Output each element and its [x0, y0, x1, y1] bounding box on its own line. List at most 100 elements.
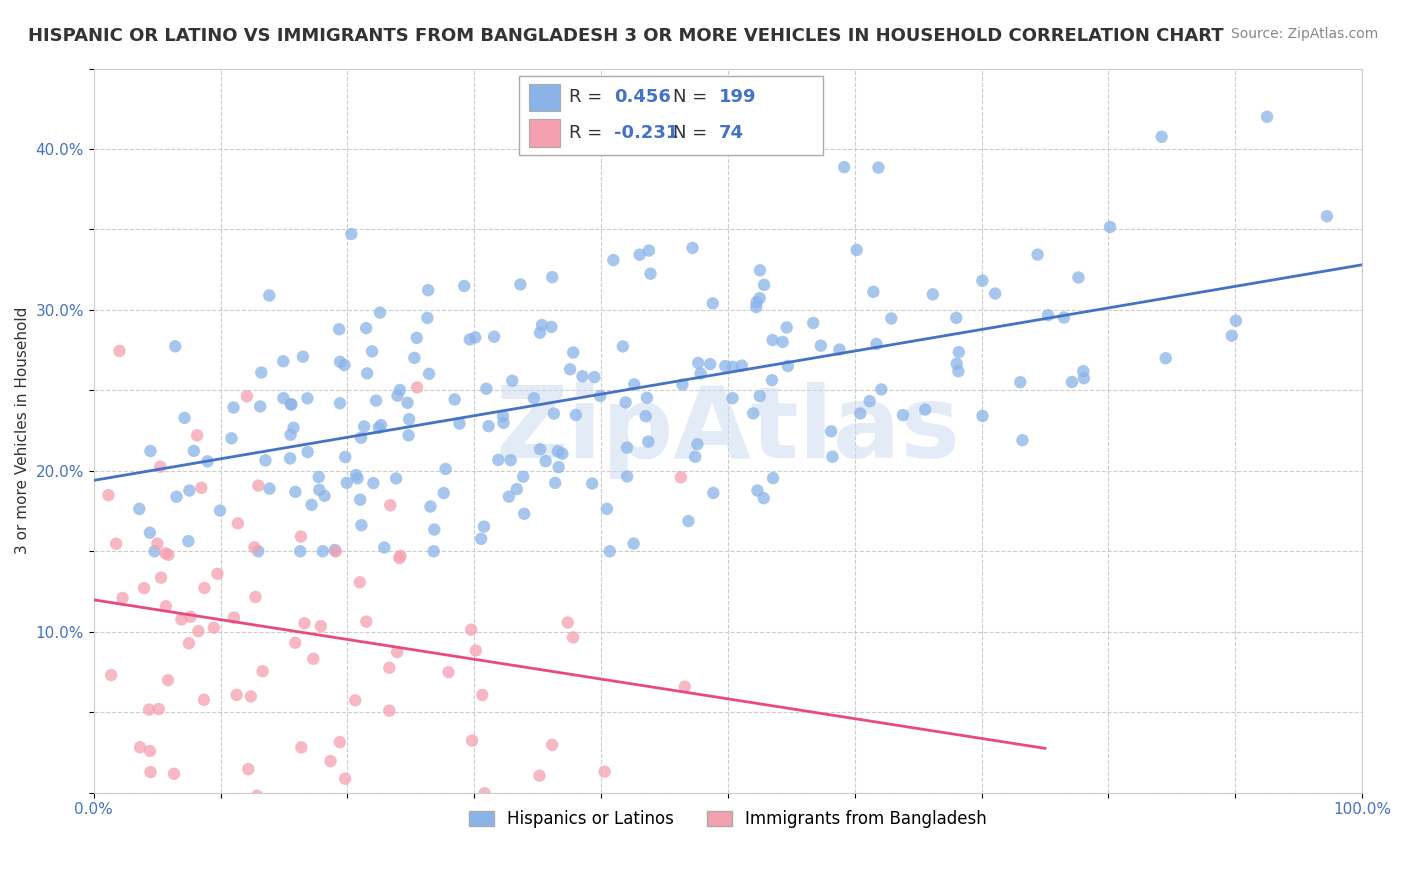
Point [471, 688, 494, 702]
Point [498, 490, 520, 504]
Point [139, 444, 162, 458]
Point [748, 263, 770, 277]
Point [565, 408, 588, 422]
Point [111, 591, 134, 605]
Point [378, 704, 401, 718]
Point [186, 428, 208, 442]
Point [284, 636, 307, 650]
Point [529, 442, 551, 457]
Point [226, 516, 249, 531]
Point [222, 610, 245, 624]
Point [477, 419, 499, 434]
Point [302, 652, 325, 666]
Point [387, 389, 409, 403]
Point [914, 402, 936, 417]
Point [1225, 314, 1247, 328]
Point [562, 631, 585, 645]
Point [474, 786, 496, 800]
Point [820, 425, 842, 439]
Point [449, 417, 471, 431]
Point [406, 380, 429, 394]
Point [146, 536, 169, 550]
Point [948, 364, 970, 378]
Point [108, 343, 131, 358]
Point [128, 502, 150, 516]
Point [972, 409, 994, 423]
Point [748, 389, 770, 403]
Point [747, 483, 769, 498]
Point [499, 453, 522, 467]
Point [509, 277, 531, 292]
Point [891, 408, 914, 422]
Point [404, 351, 426, 365]
Point [1099, 219, 1122, 234]
Point [945, 357, 967, 371]
Point [673, 680, 696, 694]
Point [340, 227, 363, 241]
Point [721, 391, 744, 405]
Point [418, 367, 440, 381]
Point [745, 295, 768, 310]
Point [870, 383, 893, 397]
Point [280, 398, 302, 412]
Point [344, 468, 367, 483]
Point [714, 359, 737, 373]
Point [671, 377, 693, 392]
Point [249, 400, 271, 414]
Point [571, 369, 593, 384]
Point [385, 645, 408, 659]
Text: 74: 74 [718, 124, 744, 142]
Point [513, 507, 536, 521]
Point [616, 469, 638, 483]
Point [336, 475, 359, 490]
Point [353, 419, 375, 434]
Point [583, 370, 606, 384]
Point [612, 339, 634, 353]
Point [810, 339, 832, 353]
Point [165, 339, 187, 353]
Point [688, 356, 710, 370]
Point [190, 481, 212, 495]
Point [157, 548, 180, 562]
Point [323, 543, 346, 558]
Point [865, 337, 887, 351]
Point [530, 318, 553, 332]
Point [280, 427, 302, 442]
Point [523, 391, 546, 405]
Point [623, 377, 645, 392]
Point [177, 534, 200, 549]
Point [776, 320, 799, 334]
Point [862, 285, 884, 299]
Point [472, 519, 495, 533]
Text: R =: R = [569, 124, 609, 142]
Point [752, 491, 775, 505]
Point [346, 471, 368, 485]
Point [1011, 434, 1033, 448]
Point [149, 459, 172, 474]
Text: 199: 199 [718, 88, 756, 106]
Point [558, 362, 581, 376]
Point [143, 544, 166, 558]
Point [745, 300, 768, 314]
Point [614, 395, 637, 409]
Text: HISPANIC OR LATINO VS IMMIGRANTS FROM BANGLADESH 3 OR MORE VEHICLES IN HOUSEHOLD: HISPANIC OR LATINO VS IMMIGRANTS FROM BA… [28, 27, 1223, 45]
Point [291, 350, 314, 364]
Point [273, 391, 295, 405]
Point [309, 619, 332, 633]
Point [541, 270, 564, 285]
Point [139, 765, 162, 780]
Point [1073, 371, 1095, 385]
Text: R =: R = [569, 88, 609, 106]
Legend: Hispanics or Latinos, Immigrants from Bangladesh: Hispanics or Latinos, Immigrants from Ba… [463, 804, 994, 835]
Point [329, 735, 352, 749]
Point [596, 501, 619, 516]
Point [416, 310, 439, 325]
Point [868, 161, 890, 175]
Point [482, 329, 505, 343]
Point [772, 334, 794, 349]
Point [247, 478, 270, 492]
Point [460, 623, 482, 637]
Point [453, 279, 475, 293]
Point [547, 444, 569, 458]
Point [354, 615, 377, 629]
